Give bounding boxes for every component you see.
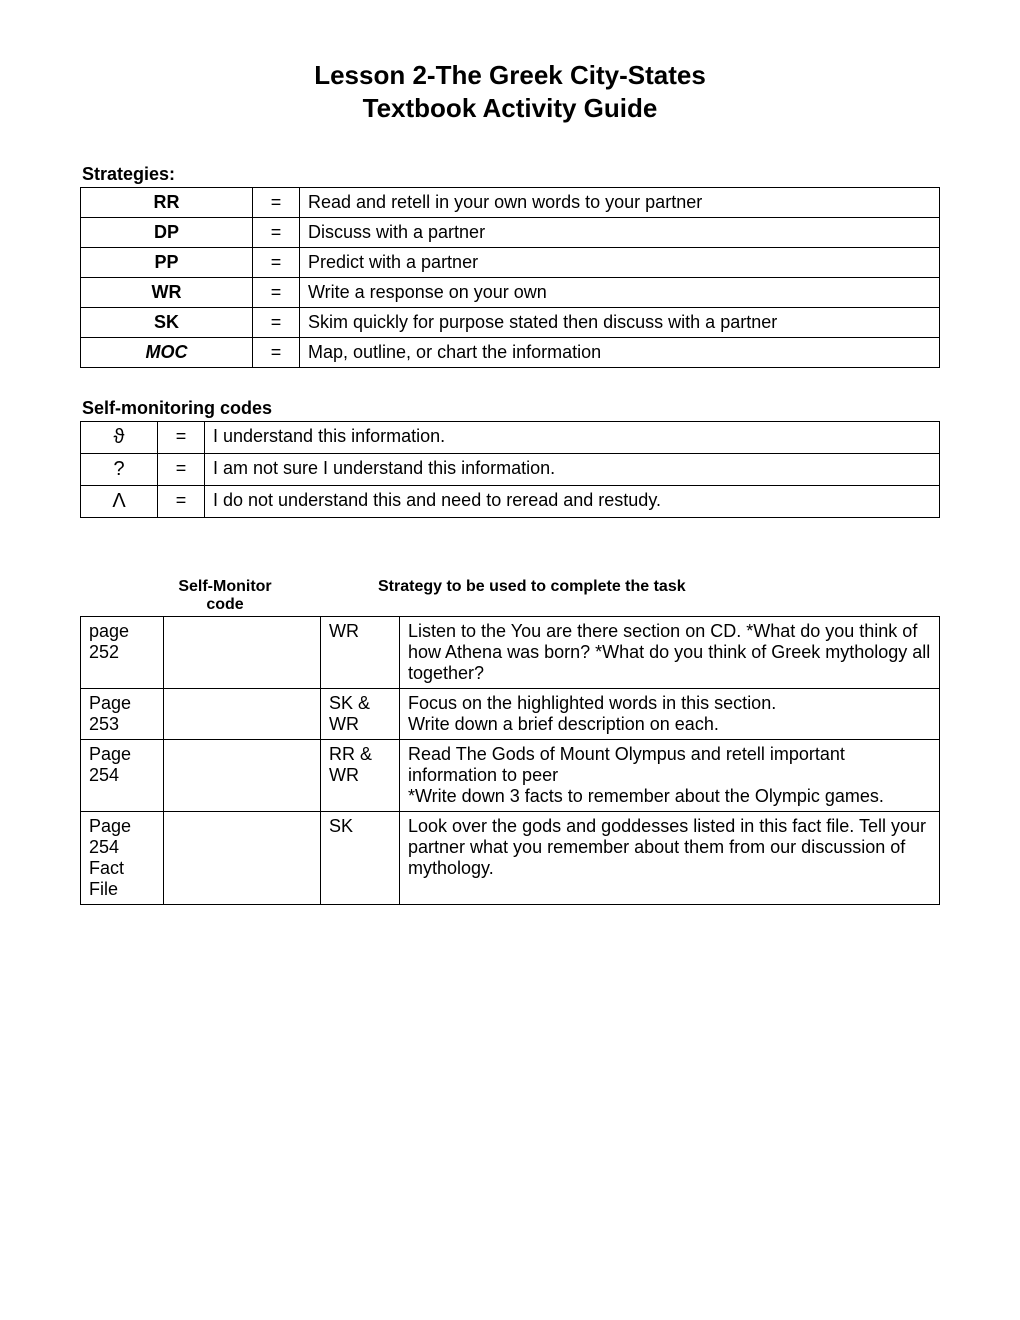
codes-table: ϑ=I understand this information.?=I am n…: [80, 421, 940, 518]
strategy-description: Skim quickly for purpose stated then dis…: [300, 308, 940, 338]
table-row: ?=I am not sure I understand this inform…: [81, 454, 940, 486]
equals-cell: =: [158, 422, 205, 454]
task-monitor-blank: [164, 689, 321, 740]
header-self-monitor: Self-Monitor: [150, 578, 300, 596]
table-row: page 252 WRListen to the You are there se…: [81, 617, 940, 689]
strategy-code: RR: [81, 188, 253, 218]
code-symbol: ϑ: [81, 422, 158, 454]
task-description: Look over the gods and goddesses listed …: [400, 812, 940, 905]
header-code: code: [150, 596, 300, 614]
task-strategy: RR & WR: [321, 740, 400, 812]
strategy-description: Discuss with a partner: [300, 218, 940, 248]
strategy-code: PP: [81, 248, 253, 278]
strategy-code: SK: [81, 308, 253, 338]
equals-cell: =: [158, 486, 205, 518]
task-monitor-blank: [164, 740, 321, 812]
table-row: Page 254 Fact File SKLook over the gods a…: [81, 812, 940, 905]
task-strategy: WR: [321, 617, 400, 689]
equals-cell: =: [253, 308, 300, 338]
equals-cell: =: [253, 338, 300, 368]
code-symbol: ?: [81, 454, 158, 486]
table-row: WR=Write a response on your own: [81, 278, 940, 308]
code-description: I understand this information.: [205, 422, 940, 454]
task-page: Page 254 Fact File: [81, 812, 164, 905]
header-strategy-task: Strategy to be used to complete the task: [370, 578, 940, 614]
strategies-table: RR=Read and retell in your own words to …: [80, 187, 940, 368]
codes-label: Self-monitoring codes: [82, 398, 940, 419]
table-row: DP=Discuss with a partner: [81, 218, 940, 248]
lesson-subtitle: Textbook Activity Guide: [80, 93, 940, 124]
table-row: Λ=I do not understand this and need to r…: [81, 486, 940, 518]
strategies-label: Strategies:: [82, 164, 940, 185]
table-row: Page 254 RR & WRRead The Gods of Mount Ol…: [81, 740, 940, 812]
equals-cell: =: [253, 278, 300, 308]
table-row: ϑ=I understand this information.: [81, 422, 940, 454]
strategy-code: WR: [81, 278, 253, 308]
task-strategy: SK: [321, 812, 400, 905]
task-monitor-blank: [164, 812, 321, 905]
table-row: Page 253 SK & WRFocus on the highlighted …: [81, 689, 940, 740]
task-description: Read The Gods of Mount Olympus and retel…: [400, 740, 940, 812]
equals-cell: =: [253, 188, 300, 218]
strategy-description: Predict with a partner: [300, 248, 940, 278]
task-description: Listen to the You are there section on C…: [400, 617, 940, 689]
code-description: I do not understand this and need to rer…: [205, 486, 940, 518]
table-row: MOC=Map, outline, or chart the informati…: [81, 338, 940, 368]
code-description: I am not sure I understand this informat…: [205, 454, 940, 486]
table-row: RR=Read and retell in your own words to …: [81, 188, 940, 218]
task-page: Page 254: [81, 740, 164, 812]
table-row: SK=Skim quickly for purpose stated then …: [81, 308, 940, 338]
task-page: Page 253: [81, 689, 164, 740]
table-row: PP=Predict with a partner: [81, 248, 940, 278]
task-table: page 252 WRListen to the You are there se…: [80, 616, 940, 905]
task-page: page 252: [81, 617, 164, 689]
task-monitor-blank: [164, 617, 321, 689]
task-strategy: SK & WR: [321, 689, 400, 740]
equals-cell: =: [253, 248, 300, 278]
equals-cell: =: [253, 218, 300, 248]
task-description: Focus on the highlighted words in this s…: [400, 689, 940, 740]
lesson-title: Lesson 2-The Greek City-States: [80, 60, 940, 91]
strategy-description: Read and retell in your own words to you…: [300, 188, 940, 218]
strategy-description: Map, outline, or chart the information: [300, 338, 940, 368]
strategy-code: MOC: [81, 338, 253, 368]
equals-cell: =: [158, 454, 205, 486]
task-header: Self-Monitor code Strategy to be used to…: [80, 578, 940, 614]
code-symbol: Λ: [81, 486, 158, 518]
strategy-description: Write a response on your own: [300, 278, 940, 308]
strategy-code: DP: [81, 218, 253, 248]
